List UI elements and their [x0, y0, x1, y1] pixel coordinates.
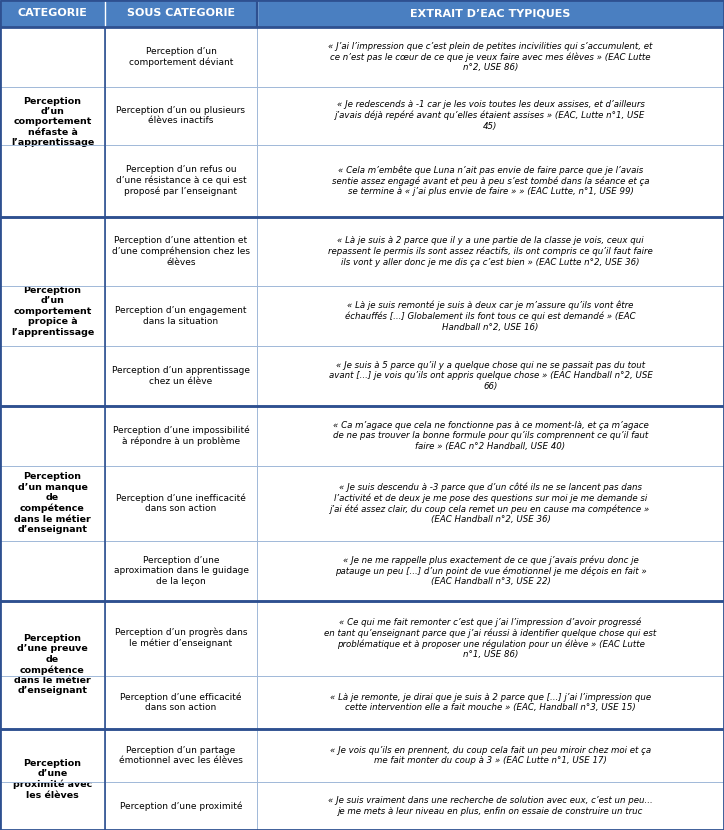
Text: Perception d’une efficacité
dans son action: Perception d’une efficacité dans son act… [120, 692, 242, 712]
Text: Perception d’un refus ou
d’une résistance à ce qui est
proposé par l’enseignant: Perception d’un refus ou d’une résistanc… [116, 165, 246, 196]
Bar [0, 0, 724, 27]
Text: Perception
d’un
comportement
propice à
l’apprentissage: Perception d’un comportement propice à l… [11, 286, 94, 337]
Text: Perception d’un progrès dans
le métier d’enseignant: Perception d’un progrès dans le métier d… [114, 628, 248, 648]
Text: Perception
d’un
comportement
néfaste à
l’apprentissage: Perception d’un comportement néfaste à l… [11, 96, 94, 147]
Text: « Je suis à 5 parce qu’il y a quelque chose qui ne se passait pas du tout
avant : « Je suis à 5 parce qu’il y a quelque ch… [329, 361, 652, 391]
Bar [0, 406, 724, 466]
Text: « Je suis vraiment dans une recherche de solution avec eux, c’est un peu...
je m: « Je suis vraiment dans une recherche de… [328, 796, 653, 816]
Bar [0, 782, 724, 830]
Text: « Je ne me rappelle plus exactement de ce que j’avais prévu donc je
patauge un p: « Je ne me rappelle plus exactement de c… [334, 555, 647, 586]
Text: Perception
d’une
proximité avec
les élèves: Perception d’une proximité avec les élèv… [13, 759, 92, 800]
Bar [0, 87, 724, 144]
Text: « Je suis descendu à -3 parce que d’un côté ils ne se lancent pas dans
l’activit: « Je suis descendu à -3 parce que d’un c… [330, 482, 651, 525]
Text: « Là je suis à 2 parce que il y a une partie de la classe je vois, ceux qui
repa: « Là je suis à 2 parce que il y a une pa… [328, 237, 653, 266]
Bar [0, 729, 105, 830]
Text: Perception d’une
aproximation dans le guidage
de la leçon: Perception d’une aproximation dans le gu… [114, 556, 248, 586]
Bar [0, 286, 724, 346]
Bar [0, 217, 105, 406]
Bar [0, 27, 105, 217]
Text: « Ca m’agace que cela ne fonctionne pas à ce moment-là, et ça m’agace
de ne pas : « Ca m’agace que cela ne fonctionne pas … [332, 421, 649, 451]
Text: SOUS CATEGORIE: SOUS CATEGORIE [127, 8, 235, 18]
Bar [0, 346, 724, 406]
Text: EXTRAIT D’EAC TYPIQUES: EXTRAIT D’EAC TYPIQUES [411, 8, 571, 18]
Text: « Je redescends à -1 car je les vois toutes les deux assises, et d’ailleurs
j’av: « Je redescends à -1 car je les vois tou… [335, 100, 646, 131]
Text: « Je vois qu’ils en prennent, du coup cela fait un peu miroir chez moi et ça
me : « Je vois qu’ils en prennent, du coup ce… [330, 745, 651, 765]
Text: Perception d’une inefficacité
dans son action: Perception d’une inefficacité dans son a… [116, 493, 246, 513]
Bar [0, 541, 724, 601]
Text: Perception d’une attention et
d’une compréhension chez les
élèves: Perception d’une attention et d’une comp… [112, 237, 250, 266]
Bar [0, 466, 724, 541]
Text: Perception d’un ou plusieurs
élèves inactifs: Perception d’un ou plusieurs élèves inac… [117, 106, 245, 125]
Text: Perception d’une impossibilité
à répondre à un problème: Perception d’une impossibilité à répondr… [113, 426, 249, 446]
Text: « Là je remonte, je dirai que je suis à 2 parce que [...] j’ai l’impression que
: « Là je remonte, je dirai que je suis à … [330, 692, 651, 712]
Bar [0, 601, 724, 676]
Text: « Là je suis remonté je suis à deux car je m’assure qu’ils vont être
échauffés [: « Là je suis remonté je suis à deux car … [345, 300, 636, 332]
Bar [0, 729, 724, 782]
Text: Perception d’une proximité: Perception d’une proximité [119, 801, 243, 811]
Text: Perception d’un apprentissage
chez un élève: Perception d’un apprentissage chez un él… [112, 366, 250, 386]
Bar [0, 601, 105, 729]
Text: Perception d’un engagement
dans la situation: Perception d’un engagement dans la situa… [115, 306, 247, 326]
Bar [0, 406, 105, 601]
Text: « Ce qui me fait remonter c’est que j’ai l’impression d’avoir progressé
en tant : « Ce qui me fait remonter c’est que j’ai… [324, 618, 657, 659]
Text: CATEGORIE: CATEGORIE [17, 8, 88, 18]
Text: Perception d’un
comportement déviant: Perception d’un comportement déviant [129, 46, 233, 67]
Text: « J’ai l’impression que c’est plein de petites incivilities qui s’accumulent, et: « J’ai l’impression que c’est plein de p… [328, 42, 653, 72]
Bar [0, 27, 724, 87]
Text: Perception d’un partage
émotionnel avec les élèves: Perception d’un partage émotionnel avec … [119, 745, 243, 765]
Bar [0, 217, 724, 286]
Text: Perception
d’un manque
de
compétence
dans le métier
d’enseignant: Perception d’un manque de compétence dan… [14, 472, 91, 534]
Bar [0, 676, 724, 729]
Text: Perception
d’une preuve
de
compétence
dans le métier
d’enseignant: Perception d’une preuve de compétence da… [14, 634, 91, 696]
Text: « Cela m’embête que Luna n’ait pas envie de faire parce que je l’avais
sentie as: « Cela m’embête que Luna n’ait pas envie… [332, 165, 649, 196]
Bar [0, 144, 724, 217]
